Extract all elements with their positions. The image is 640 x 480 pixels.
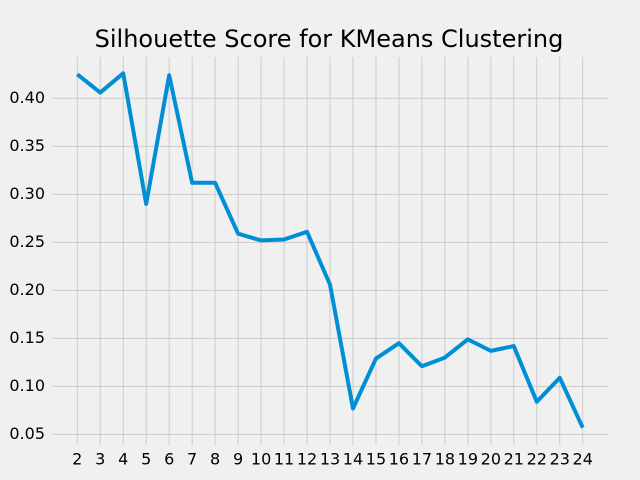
x-tick-label: 4 (118, 450, 128, 469)
x-tick-label: 23 (550, 450, 570, 469)
x-tick-label: 8 (210, 450, 220, 469)
y-tick-label: 0.10 (9, 376, 45, 395)
x-tick-label: 14 (343, 450, 363, 469)
x-tick-label: 9 (233, 450, 243, 469)
data-line (76, 71, 585, 429)
x-tick-label: 24 (573, 450, 593, 469)
y-tick-label: 0.05 (9, 424, 45, 443)
x-tick-label: 7 (187, 450, 197, 469)
y-tick-label: 0.40 (9, 88, 45, 107)
y-tick-label: 0.20 (9, 280, 45, 299)
y-tick-label: 0.35 (9, 136, 45, 155)
x-tick-label: 18 (435, 450, 455, 469)
y-tick-label: 0.30 (9, 184, 45, 203)
x-tick-label: 17 (412, 450, 432, 469)
x-axis-label: Number of Clusters (233, 477, 427, 480)
x-tick-label: 22 (527, 450, 547, 469)
y-tick-label: 0.15 (9, 328, 45, 347)
x-tick-label: 16 (389, 450, 409, 469)
x-tick-label: 13 (320, 450, 340, 469)
chart-title: Silhouette Score for KMeans Clustering (95, 25, 564, 53)
x-tick-label: 11 (274, 450, 294, 469)
x-tick-label: 21 (504, 450, 524, 469)
x-tick-label: 6 (164, 450, 174, 469)
x-tick-label: 20 (481, 450, 501, 469)
x-tick-label: 15 (366, 450, 386, 469)
y-tick-label: 0.25 (9, 232, 45, 251)
x-tick-label: 10 (251, 450, 271, 469)
x-tick-label: 19 (458, 450, 478, 469)
x-tick-label: 5 (141, 450, 151, 469)
x-tick-label: 2 (72, 450, 82, 469)
x-tick-label: 12 (297, 450, 317, 469)
x-tick-label: 3 (95, 450, 105, 469)
